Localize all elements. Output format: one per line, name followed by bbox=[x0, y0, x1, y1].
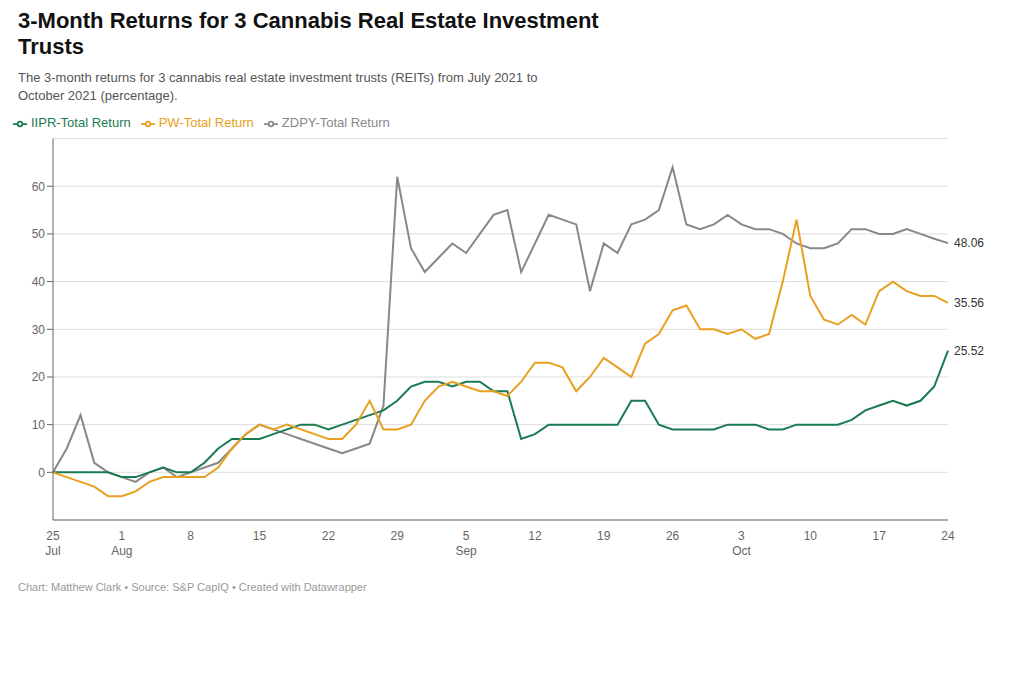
svg-text:10: 10 bbox=[32, 418, 46, 432]
svg-text:15: 15 bbox=[253, 529, 267, 543]
svg-text:35.56: 35.56 bbox=[954, 296, 984, 310]
svg-text:1Aug: 1Aug bbox=[111, 529, 132, 558]
svg-text:19: 19 bbox=[597, 529, 611, 543]
svg-text:10: 10 bbox=[804, 529, 818, 543]
svg-text:17: 17 bbox=[872, 529, 886, 543]
svg-text:20: 20 bbox=[32, 370, 46, 384]
svg-text:22: 22 bbox=[322, 529, 336, 543]
html-text:ZDPY-Total Return: ZDPY-Total Return bbox=[281, 115, 390, 131]
svg-text:0: 0 bbox=[38, 466, 45, 480]
svg-text:25Jul: 25Jul bbox=[45, 529, 60, 558]
svg-text:50: 50 bbox=[32, 227, 46, 241]
svg-text:5Sep: 5Sep bbox=[455, 529, 477, 558]
html-text:PW-Total Return: PW-Total Return bbox=[158, 115, 254, 131]
html-text:The 3-month returns for 3 cann: The 3-month returns for 3 cannabis real … bbox=[18, 69, 538, 103]
svg-text:26: 26 bbox=[666, 529, 680, 543]
html-text:IIPR-Total Return: IIPR-Total Return bbox=[31, 115, 131, 131]
svg-text:3Oct: 3Oct bbox=[732, 529, 751, 558]
svg-text:60: 60 bbox=[32, 180, 46, 194]
svg-text:8: 8 bbox=[187, 529, 194, 543]
html-text:Chart: Matthew Clark • Source:: Chart: Matthew Clark • Source: S&P CapIQ… bbox=[18, 581, 367, 594]
svg-text:12: 12 bbox=[528, 529, 542, 543]
svg-text:48.06: 48.06 bbox=[954, 236, 984, 250]
svg-text:24: 24 bbox=[941, 529, 955, 543]
svg-text:30: 30 bbox=[32, 323, 46, 337]
svg-text:40: 40 bbox=[32, 275, 46, 289]
html-text:3-Month Returns for 3 Cannabis: 3-Month Returns for 3 Cannabis Real Esta… bbox=[18, 8, 599, 60]
svg-text:29: 29 bbox=[391, 529, 405, 543]
svg-text:25.52: 25.52 bbox=[954, 344, 984, 358]
